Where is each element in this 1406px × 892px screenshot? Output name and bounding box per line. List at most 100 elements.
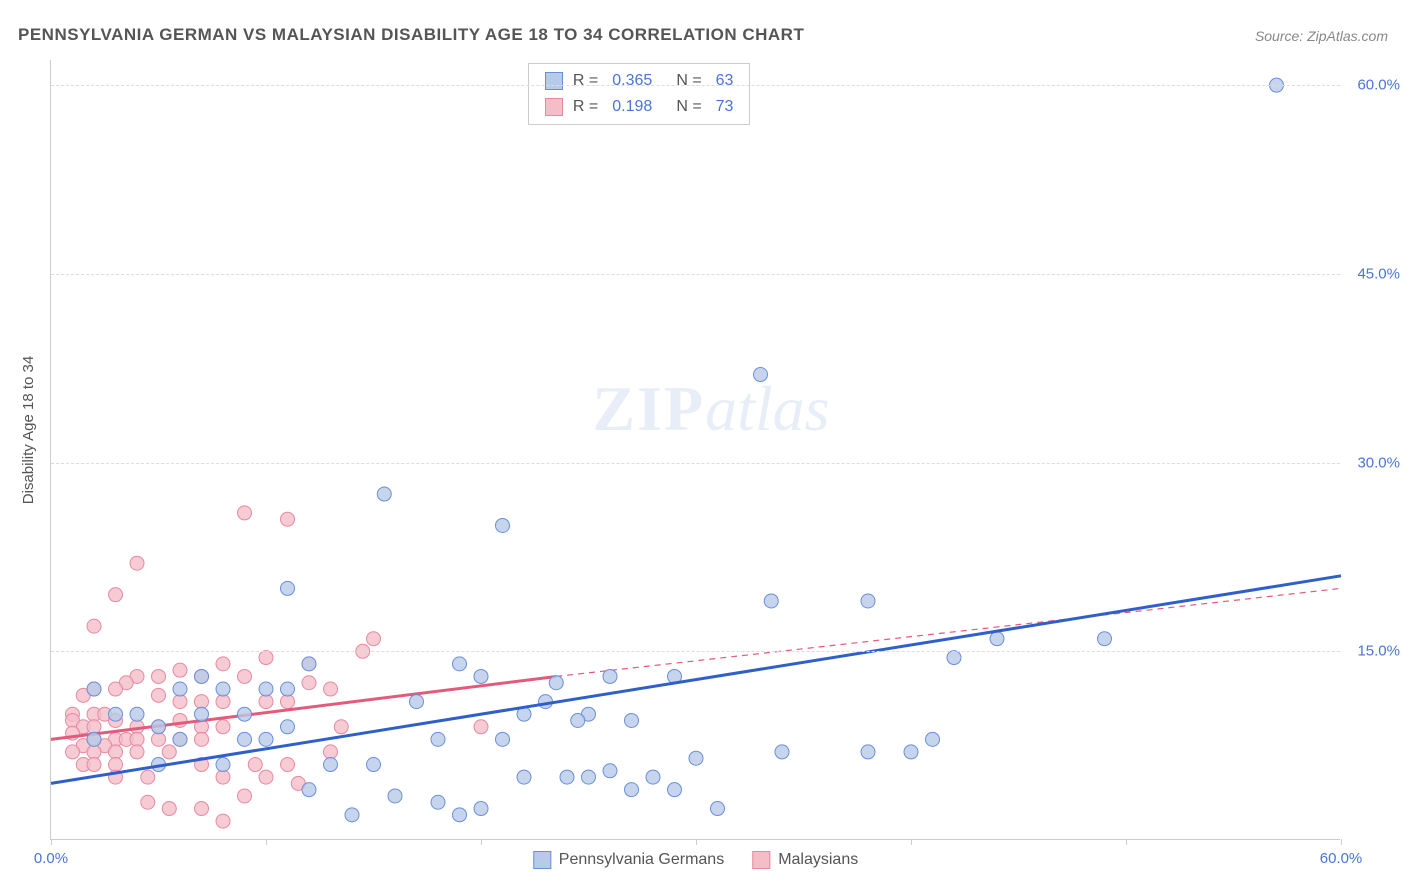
data-point: [496, 518, 510, 532]
stats-swatch: [545, 98, 563, 116]
data-point: [324, 745, 338, 759]
data-point: [302, 676, 316, 690]
data-point: [388, 789, 402, 803]
data-point: [195, 707, 209, 721]
data-point: [259, 682, 273, 696]
data-point: [195, 669, 209, 683]
data-point: [281, 581, 295, 595]
data-point: [130, 707, 144, 721]
data-point: [517, 770, 531, 784]
n-value: 63: [716, 68, 734, 94]
n-label: N =: [676, 94, 701, 120]
data-point: [302, 657, 316, 671]
data-point: [162, 745, 176, 759]
data-point: [474, 720, 488, 734]
data-point: [754, 368, 768, 382]
data-point: [87, 619, 101, 633]
data-point: [87, 720, 101, 734]
grid-line: [51, 274, 1340, 275]
data-point: [216, 814, 230, 828]
legend-swatch: [752, 851, 770, 869]
data-point: [130, 745, 144, 759]
legend-item: Malaysians: [752, 851, 858, 869]
data-point: [345, 808, 359, 822]
data-point: [216, 695, 230, 709]
data-point: [603, 669, 617, 683]
data-point: [87, 758, 101, 772]
data-point: [281, 682, 295, 696]
data-point: [324, 758, 338, 772]
y-axis-title: Disability Age 18 to 34: [20, 356, 37, 504]
x-tick: [481, 839, 482, 845]
data-point: [281, 720, 295, 734]
data-point: [248, 758, 262, 772]
data-point: [87, 732, 101, 746]
data-point: [947, 651, 961, 665]
data-point: [195, 802, 209, 816]
data-point: [173, 695, 187, 709]
data-point: [66, 745, 80, 759]
data-point: [238, 506, 252, 520]
y-tick-label: 60.0%: [1357, 77, 1400, 94]
grid-line: [51, 463, 1340, 464]
x-tick-label: 0.0%: [34, 850, 68, 867]
r-value: 0.365: [612, 68, 652, 94]
stats-row: R =0.365N =63: [545, 68, 734, 94]
data-point: [195, 695, 209, 709]
legend-swatch: [533, 851, 551, 869]
data-point: [926, 732, 940, 746]
data-point: [904, 745, 918, 759]
plot-area: ZIPatlas R =0.365N =63R =0.198N =73 Penn…: [50, 60, 1340, 840]
data-point: [259, 695, 273, 709]
legend-item: Pennsylvania Germans: [533, 851, 724, 869]
data-point: [238, 732, 252, 746]
source-label: Source: ZipAtlas.com: [1255, 28, 1388, 44]
n-value: 73: [716, 94, 734, 120]
data-point: [302, 783, 316, 797]
y-tick-label: 30.0%: [1357, 454, 1400, 471]
data-point: [195, 732, 209, 746]
data-point: [281, 758, 295, 772]
data-point: [173, 732, 187, 746]
data-point: [646, 770, 660, 784]
data-point: [152, 732, 166, 746]
data-point: [152, 669, 166, 683]
data-point: [582, 770, 596, 784]
data-point: [259, 651, 273, 665]
data-point: [109, 682, 123, 696]
data-point: [431, 795, 445, 809]
correlation-chart: PENNSYLVANIA GERMAN VS MALAYSIAN DISABIL…: [0, 0, 1406, 892]
data-point: [431, 732, 445, 746]
data-point: [764, 594, 778, 608]
x-tick: [911, 839, 912, 845]
data-point: [377, 487, 391, 501]
data-point: [87, 682, 101, 696]
data-point: [689, 751, 703, 765]
stats-row: R =0.198N =73: [545, 94, 734, 120]
data-point: [216, 682, 230, 696]
data-point: [162, 802, 176, 816]
data-point: [625, 713, 639, 727]
legend-bottom: Pennsylvania Germans Malaysians: [533, 851, 858, 869]
data-point: [334, 720, 348, 734]
y-tick-label: 45.0%: [1357, 265, 1400, 282]
x-tick: [266, 839, 267, 845]
data-point: [324, 682, 338, 696]
chart-title: PENNSYLVANIA GERMAN VS MALAYSIAN DISABIL…: [18, 25, 804, 45]
data-point: [216, 657, 230, 671]
data-point: [238, 707, 252, 721]
data-point: [152, 720, 166, 734]
data-point: [238, 669, 252, 683]
data-point: [109, 588, 123, 602]
x-tick-label: 60.0%: [1320, 850, 1363, 867]
data-point: [549, 676, 563, 690]
data-point: [259, 732, 273, 746]
stats-box: R =0.365N =63R =0.198N =73: [528, 63, 751, 125]
data-point: [109, 707, 123, 721]
data-point: [775, 745, 789, 759]
data-point: [130, 556, 144, 570]
data-point: [474, 669, 488, 683]
data-point: [571, 713, 585, 727]
grid-line: [51, 651, 1340, 652]
data-point: [625, 783, 639, 797]
